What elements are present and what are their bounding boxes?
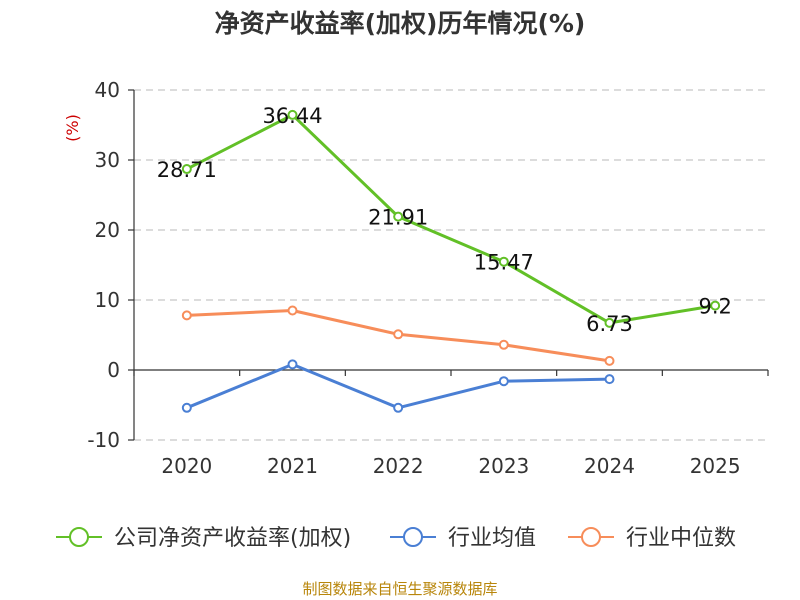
data-label-layer: 28.71 36.44 21.91 15.47 6.73 9.2	[157, 104, 732, 336]
legend-label: 行业均值	[448, 526, 536, 551]
data-label: 36.44	[262, 104, 322, 128]
legend: 公司净资产收益率(加权) 行业均值 行业中位数	[56, 526, 736, 551]
x-tick-label: 2023	[478, 454, 529, 478]
data-point	[181, 164, 192, 175]
series-layer	[181, 109, 721, 413]
y-tick-label: 10	[95, 288, 120, 312]
data-point	[604, 374, 615, 385]
data-point	[287, 109, 298, 120]
data-point	[710, 300, 721, 311]
data-label: 21.91	[368, 206, 428, 230]
y-tick-label: -10	[87, 428, 120, 452]
data-label: 28.71	[157, 158, 217, 182]
y-tick-label: 0	[107, 358, 120, 382]
x-tick-label: 2022	[373, 454, 424, 478]
series-0	[181, 109, 721, 328]
y-axis-unit-label: (%)	[63, 114, 82, 142]
data-label: 6.73	[586, 312, 633, 336]
data-label: 15.47	[474, 251, 534, 275]
legend-item-0: 公司净资产收益率(加权)	[56, 526, 351, 551]
series-1	[181, 359, 615, 413]
data-point	[498, 376, 509, 387]
data-point	[604, 355, 615, 366]
source-note: 制图数据来自恒生聚源数据库	[302, 580, 497, 598]
y-tick-label: 20	[95, 218, 120, 242]
data-point	[287, 359, 298, 370]
x-tick-label: 2024	[584, 454, 635, 478]
data-label: 9.2	[698, 295, 731, 319]
data-point	[393, 211, 404, 222]
data-point	[604, 317, 615, 328]
y-tick-label: 40	[95, 78, 120, 102]
data-point	[287, 305, 298, 316]
x-tick-label: 2025	[690, 454, 741, 478]
grid-layer	[134, 89, 768, 441]
chart-title: 净资产收益率(加权)历年情况(%)	[215, 9, 586, 38]
legend-marker	[581, 527, 601, 547]
series-line	[186, 113, 716, 325]
axis-layer: 40 30 20 10 0 -10 2020 2021 2022 2023 2024 2025	[87, 78, 769, 478]
x-tick-label: 2021	[267, 454, 318, 478]
data-point	[393, 329, 404, 340]
data-point	[498, 256, 509, 267]
data-point	[181, 402, 192, 413]
data-point	[181, 310, 192, 321]
x-tick-label: 2020	[161, 454, 212, 478]
legend-label: 行业中位数	[626, 526, 736, 551]
legend-item-2: 行业中位数	[568, 526, 736, 551]
data-point	[498, 339, 509, 350]
series-line	[186, 362, 610, 410]
legend-label: 公司净资产收益率(加权)	[114, 526, 351, 551]
legend-marker	[69, 527, 89, 547]
legend-marker	[403, 527, 423, 547]
legend-item-1: 行业均值	[390, 526, 536, 551]
series-2	[181, 305, 615, 366]
y-tick-label: 30	[95, 148, 120, 172]
data-point	[393, 402, 404, 413]
